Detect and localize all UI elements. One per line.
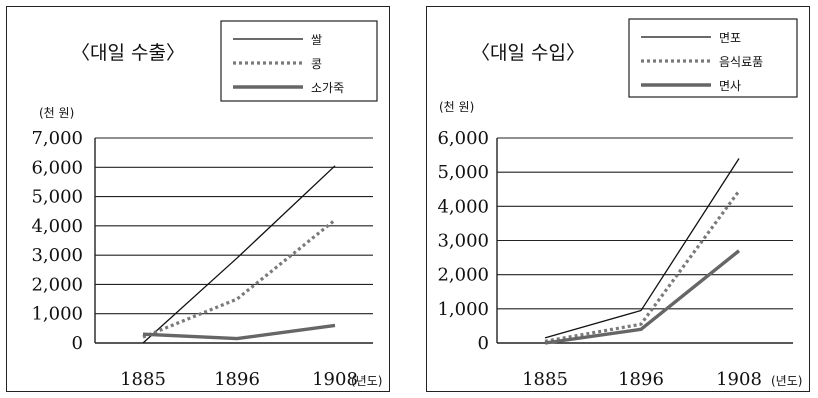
x-tick-label: 1885 [120,369,166,390]
x-unit-label: (년도) [771,374,802,388]
legend-label: 면포 [719,31,741,45]
y-tick-label: 5,000 [437,162,489,183]
unit-label: (천 원) [39,105,74,120]
series-line [142,218,337,339]
x-tick-label: 1896 [618,369,664,390]
chart-title: 〈대일 수입〉 [471,42,585,64]
y-tick-label: 1,000 [437,299,489,320]
unit-label: (천 원) [439,99,474,114]
series-line [544,190,741,343]
x-tick-label: 1896 [214,369,260,390]
legend-box [220,20,378,102]
export-chart: 〈대일 수출〉 (천 원) 0 1,000 2,000 3,000 4,000 5,000… [31,20,382,390]
series-line [544,249,741,345]
chart-title: 〈대일 수출〉 [71,42,185,64]
import-chart: 〈대일 수입〉 (천 원) 0 1,000 2,000 3,000 4,000 5,000… [437,18,802,390]
y-tick-label: 6,000 [437,128,489,149]
y-tick-label: 4,000 [31,216,83,237]
legend-label: 음식료품 [719,55,763,69]
legend-label: 면사 [719,79,741,93]
y-tick-label: 5,000 [31,187,83,208]
y-tick-label: 3,000 [437,231,489,252]
y-tick-label: 2,000 [31,274,83,295]
x-unit-label: (년도) [351,374,382,388]
y-tick-label: 0 [478,333,489,354]
y-tick-label: 1,000 [31,304,83,325]
y-tick-label: 4,000 [437,196,489,217]
export-chart-panel: 〈대일 수출〉 (천 원) 0 1,000 2,000 3,000 4,000 5,000… [6,6,390,392]
legend-label: 콩 [311,57,322,71]
series-line [142,323,336,341]
x-tick-label: 1885 [522,369,568,390]
x-tick-label: 1908 [312,369,358,390]
y-tick-label: 7,000 [31,128,83,149]
series-line [142,165,336,344]
legend-label: 쌀 [311,33,322,47]
y-tick-label: 3,000 [31,245,83,266]
series-line [544,158,740,339]
y-tick-label: 0 [72,333,83,354]
y-tick-label: 2,000 [437,265,489,286]
import-chart-panel: 〈대일 수입〉 (천 원) 0 1,000 2,000 3,000 4,000 5,000… [426,6,810,392]
x-tick-label: 1908 [716,369,762,390]
y-tick-label: 6,000 [31,157,83,178]
legend-label: 소가죽 [311,81,344,95]
